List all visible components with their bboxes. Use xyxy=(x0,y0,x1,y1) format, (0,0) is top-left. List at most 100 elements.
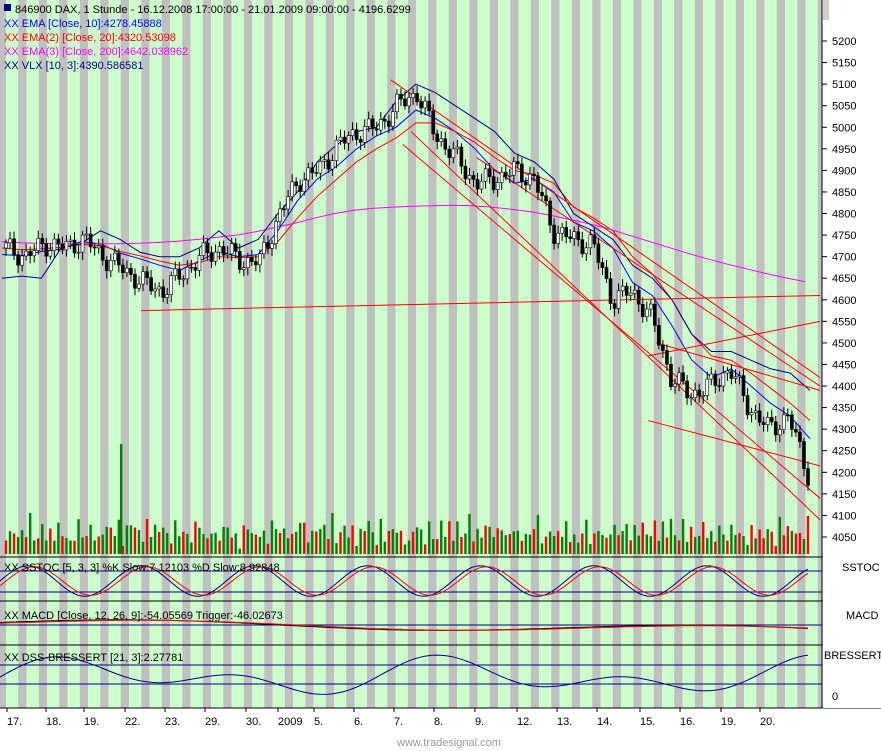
candle-body xyxy=(76,251,81,254)
volume-bar xyxy=(120,444,123,554)
volume-bar xyxy=(738,533,741,554)
volume-bar xyxy=(194,521,197,554)
volume-bar xyxy=(730,524,733,554)
candle-body xyxy=(443,138,448,150)
date-band xyxy=(498,0,511,708)
candle-body xyxy=(370,118,375,129)
candle-body xyxy=(709,373,714,380)
y-tick-label: 5200 xyxy=(832,36,856,48)
trendline xyxy=(390,79,821,378)
volume-bar xyxy=(145,518,149,554)
volume-bar xyxy=(33,540,36,554)
candle-body xyxy=(391,111,395,127)
candle-body xyxy=(661,344,665,351)
volume-bar xyxy=(65,538,68,554)
volume-bar xyxy=(117,519,121,554)
volume-bar xyxy=(697,535,701,554)
volume-bar xyxy=(270,520,274,554)
candle-body xyxy=(270,243,274,249)
volume-bar xyxy=(262,530,266,554)
candle-body xyxy=(516,161,520,165)
y-tick-label: 4700 xyxy=(832,252,856,264)
volume-bar xyxy=(121,545,125,554)
candle-body xyxy=(455,146,460,150)
volume-bar xyxy=(605,537,608,554)
candle-body xyxy=(483,168,488,182)
candle-body xyxy=(649,303,653,310)
volume-bar xyxy=(589,544,592,554)
candle-body xyxy=(548,200,552,226)
volume-bar xyxy=(564,521,568,554)
x-tick-label: 29. xyxy=(205,716,220,728)
volume-bar xyxy=(585,519,588,554)
volume-bar xyxy=(758,529,761,554)
volume-bar xyxy=(254,534,258,554)
volume-bar xyxy=(303,522,306,554)
volume-bar xyxy=(141,541,145,554)
dss-tag: BRESSERT xyxy=(824,650,881,662)
candle-body xyxy=(721,372,726,387)
candle-body xyxy=(431,110,435,135)
volume-bar xyxy=(335,543,338,554)
volume-bar xyxy=(540,543,544,554)
volume-bar xyxy=(170,543,173,554)
indicator-ema20: XX EMA(2) [Close, 20]:4320.53098 xyxy=(4,32,176,44)
date-band xyxy=(313,0,326,708)
candle-body xyxy=(12,238,16,256)
x-tick-label: 19. xyxy=(84,716,99,728)
candle-body xyxy=(669,363,673,387)
date-band xyxy=(129,0,142,708)
candle-body xyxy=(28,250,32,257)
volume-bar xyxy=(49,528,52,554)
candle-body xyxy=(80,234,85,253)
candle-body xyxy=(507,174,512,177)
candle-body xyxy=(773,421,778,436)
volume-bar xyxy=(718,525,721,554)
candle-body xyxy=(201,242,206,256)
candle-body xyxy=(229,243,234,255)
volume-bar xyxy=(508,534,511,554)
volume-bar xyxy=(137,530,141,554)
candle-body xyxy=(145,271,149,279)
volume-bar xyxy=(367,520,370,554)
volume-bar xyxy=(282,528,286,554)
candle-body xyxy=(108,260,113,272)
volume-bar xyxy=(722,534,725,554)
candle-body xyxy=(379,119,383,131)
date-band xyxy=(600,0,613,708)
candle-body xyxy=(88,233,93,248)
volume-bar xyxy=(452,540,455,554)
candle-body xyxy=(459,146,464,167)
date-band xyxy=(190,0,203,708)
volume-bar xyxy=(548,531,552,554)
volume-bar xyxy=(129,525,133,554)
volume-bar xyxy=(89,524,92,554)
y-tick-label: 4250 xyxy=(832,446,856,458)
candle-body xyxy=(737,375,742,378)
dss-label: XX DSS-BRESSERT [21, 3]:2.27781 xyxy=(4,652,183,664)
volume-bar xyxy=(407,540,411,554)
volume-bar xyxy=(278,532,282,554)
volume-bar xyxy=(770,531,773,554)
scrollbar-track[interactable] xyxy=(823,0,829,20)
candle-body xyxy=(741,375,746,396)
volume-bar xyxy=(81,537,84,554)
candle-body xyxy=(624,285,629,296)
candle-body xyxy=(657,325,661,346)
volume-bar xyxy=(395,532,399,554)
candle-body xyxy=(225,253,230,256)
x-tick-label: 5. xyxy=(314,716,323,728)
candle-body xyxy=(782,414,786,430)
candle-body xyxy=(407,97,411,107)
y-tick-label: 4900 xyxy=(832,165,856,177)
candle-body xyxy=(717,385,722,387)
y-tick-label: 4050 xyxy=(832,532,856,544)
volume-bar xyxy=(383,541,387,554)
macd-trigger-line xyxy=(0,619,809,631)
volume-bar xyxy=(532,529,536,554)
y-tick-label: 5100 xyxy=(832,79,856,91)
volume-bar xyxy=(105,526,108,554)
volume-bar xyxy=(202,534,205,554)
candle-body xyxy=(673,383,677,387)
